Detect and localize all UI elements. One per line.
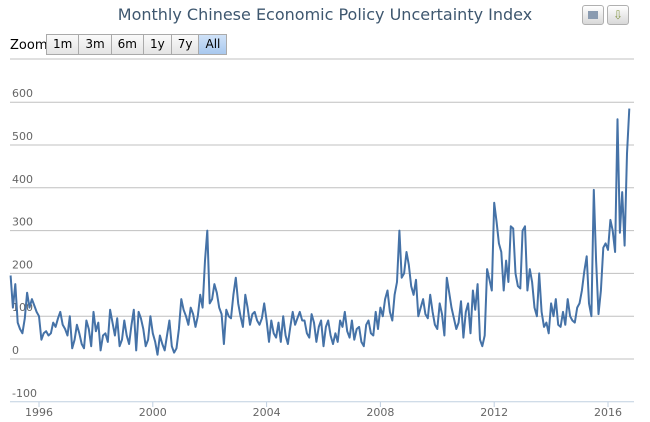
print-icon [588, 11, 598, 19]
x-tick-label: 2000 [139, 406, 167, 419]
print-button[interactable] [582, 5, 604, 25]
y-tick-label: 0 [12, 344, 19, 357]
y-tick-label: 300 [12, 216, 33, 229]
x-tick-label: 2004 [253, 406, 281, 419]
series-line [9, 108, 631, 356]
y-tick-label: -100 [12, 387, 37, 400]
download-icon: ⇩ [613, 8, 624, 22]
y-tick-label: 400 [12, 173, 33, 186]
zoom-label: Zoom [10, 38, 48, 53]
x-tick-label: 2016 [594, 406, 622, 419]
x-tick-label: 2012 [480, 406, 508, 419]
chart-title: Monthly Chinese Economic Policy Uncertai… [117, 5, 533, 24]
y-tick-label: 500 [12, 130, 33, 143]
zoom-7y-button[interactable]: 7y [170, 34, 200, 55]
y-tick-label: 600 [12, 87, 33, 100]
zoom-1m-button[interactable]: 1m [46, 34, 80, 55]
download-button[interactable]: ⇩ [607, 5, 629, 25]
x-tick-label: 2008 [366, 406, 394, 419]
zoom-all-button[interactable]: All [198, 34, 228, 55]
y-tick-label: 200 [12, 258, 33, 271]
x-tick-label: 1996 [25, 406, 53, 419]
zoom-3m-button[interactable]: 3m [78, 34, 112, 55]
